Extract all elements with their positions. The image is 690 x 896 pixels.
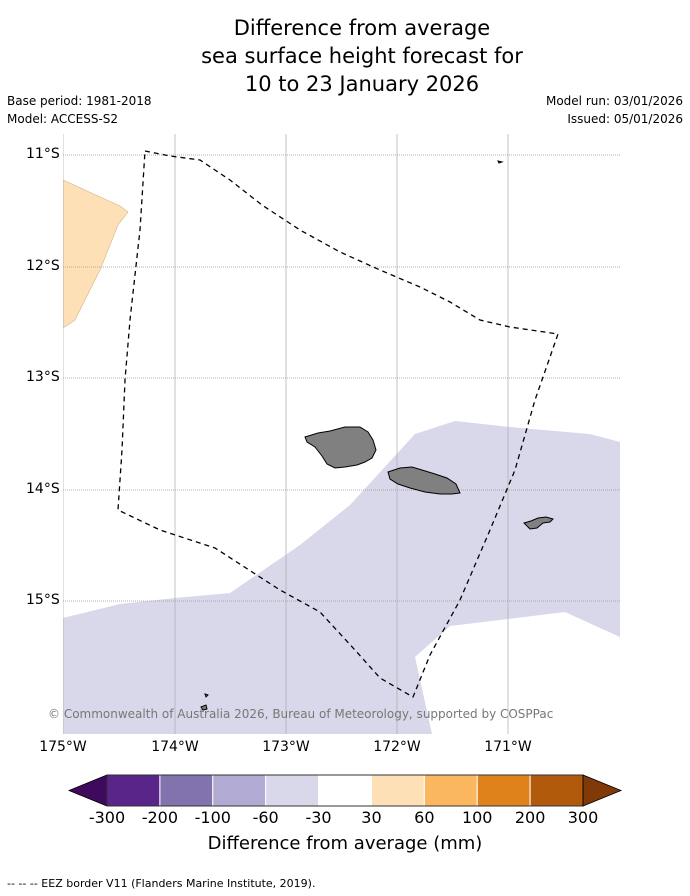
colorbar-extend-low bbox=[67, 774, 108, 807]
copyright-notice: © Commonwealth of Australia 2026, Bureau… bbox=[48, 707, 554, 721]
colorbar-tick-label: 60 bbox=[414, 808, 435, 827]
base-period: Base period: 1981-2018 bbox=[7, 94, 152, 108]
lat-label-13s: 13°S bbox=[26, 369, 60, 385]
lon-label-172w: 172°W bbox=[373, 739, 421, 755]
lat-label-12s: 12°S bbox=[26, 258, 60, 274]
colorbar-segment bbox=[106, 774, 161, 807]
colorbar-tick-label: -300 bbox=[88, 808, 126, 827]
eez-border bbox=[117, 150, 559, 698]
colorbar-border bbox=[106, 774, 584, 807]
colorbar-tick-label: -30 bbox=[305, 808, 332, 827]
model-run: Model run: 03/01/2026 bbox=[545, 94, 683, 108]
colorbar-tick-label: 100 bbox=[461, 808, 493, 827]
colorbar-tick-label: -100 bbox=[194, 808, 231, 827]
colorbar-segment bbox=[159, 774, 214, 807]
lon-label-173w: 173°W bbox=[262, 739, 310, 755]
lat-label-15s: 15°S bbox=[26, 592, 60, 608]
lon-label-171w: 171°W bbox=[484, 739, 532, 755]
islet-south-2 bbox=[204, 693, 209, 698]
model-name: Model: ACCESS-S2 bbox=[7, 112, 119, 126]
colorbar-segment bbox=[529, 774, 584, 807]
colorbar-tick-label: 300 bbox=[567, 808, 599, 827]
colorbar-segment bbox=[423, 774, 478, 807]
colorbar-label: Difference from average (mm) bbox=[207, 833, 483, 854]
colorbar-segment bbox=[265, 774, 320, 807]
title-line-3: 10 to 23 January 2026 bbox=[244, 72, 480, 96]
colorbar-segment bbox=[476, 774, 531, 807]
lat-gridlines bbox=[63, 154, 620, 602]
lon-gridlines bbox=[63, 134, 509, 734]
islet-south bbox=[200, 704, 208, 711]
island-tutuila bbox=[523, 516, 554, 530]
colorbar-segment bbox=[370, 774, 425, 807]
title-line-2: sea surface height forecast for bbox=[201, 44, 523, 68]
lat-label-14s: 14°S bbox=[26, 481, 60, 497]
colorbar-extend-high bbox=[582, 774, 623, 807]
title-line-1: Difference from average bbox=[233, 16, 491, 40]
issued-date: Issued: 05/01/2026 bbox=[567, 112, 683, 126]
anomaly-region-negative bbox=[63, 421, 620, 734]
island-savaii bbox=[304, 426, 377, 469]
island-upolu bbox=[387, 466, 461, 495]
colorbar-segment bbox=[212, 774, 267, 807]
colorbar-tick-label: -200 bbox=[141, 808, 179, 827]
colorbar bbox=[67, 774, 623, 807]
eez-footnote: -- -- -- EEZ border V11 (Flanders Marine… bbox=[7, 877, 316, 890]
anomaly-region-positive bbox=[63, 179, 129, 329]
colorbar-tick-label: -60 bbox=[252, 808, 279, 827]
lat-label-11s: 11°S bbox=[26, 146, 60, 162]
lon-label-174w: 174°W bbox=[151, 739, 199, 755]
colorbar-tick-label: 200 bbox=[514, 808, 546, 827]
colorbar-tick-label: 30 bbox=[361, 808, 382, 827]
islet-north bbox=[497, 160, 504, 164]
colorbar-segment bbox=[318, 774, 372, 807]
chart-title: Difference from average sea surface heig… bbox=[0, 14, 690, 98]
lon-label-175w: 175°W bbox=[39, 739, 87, 755]
